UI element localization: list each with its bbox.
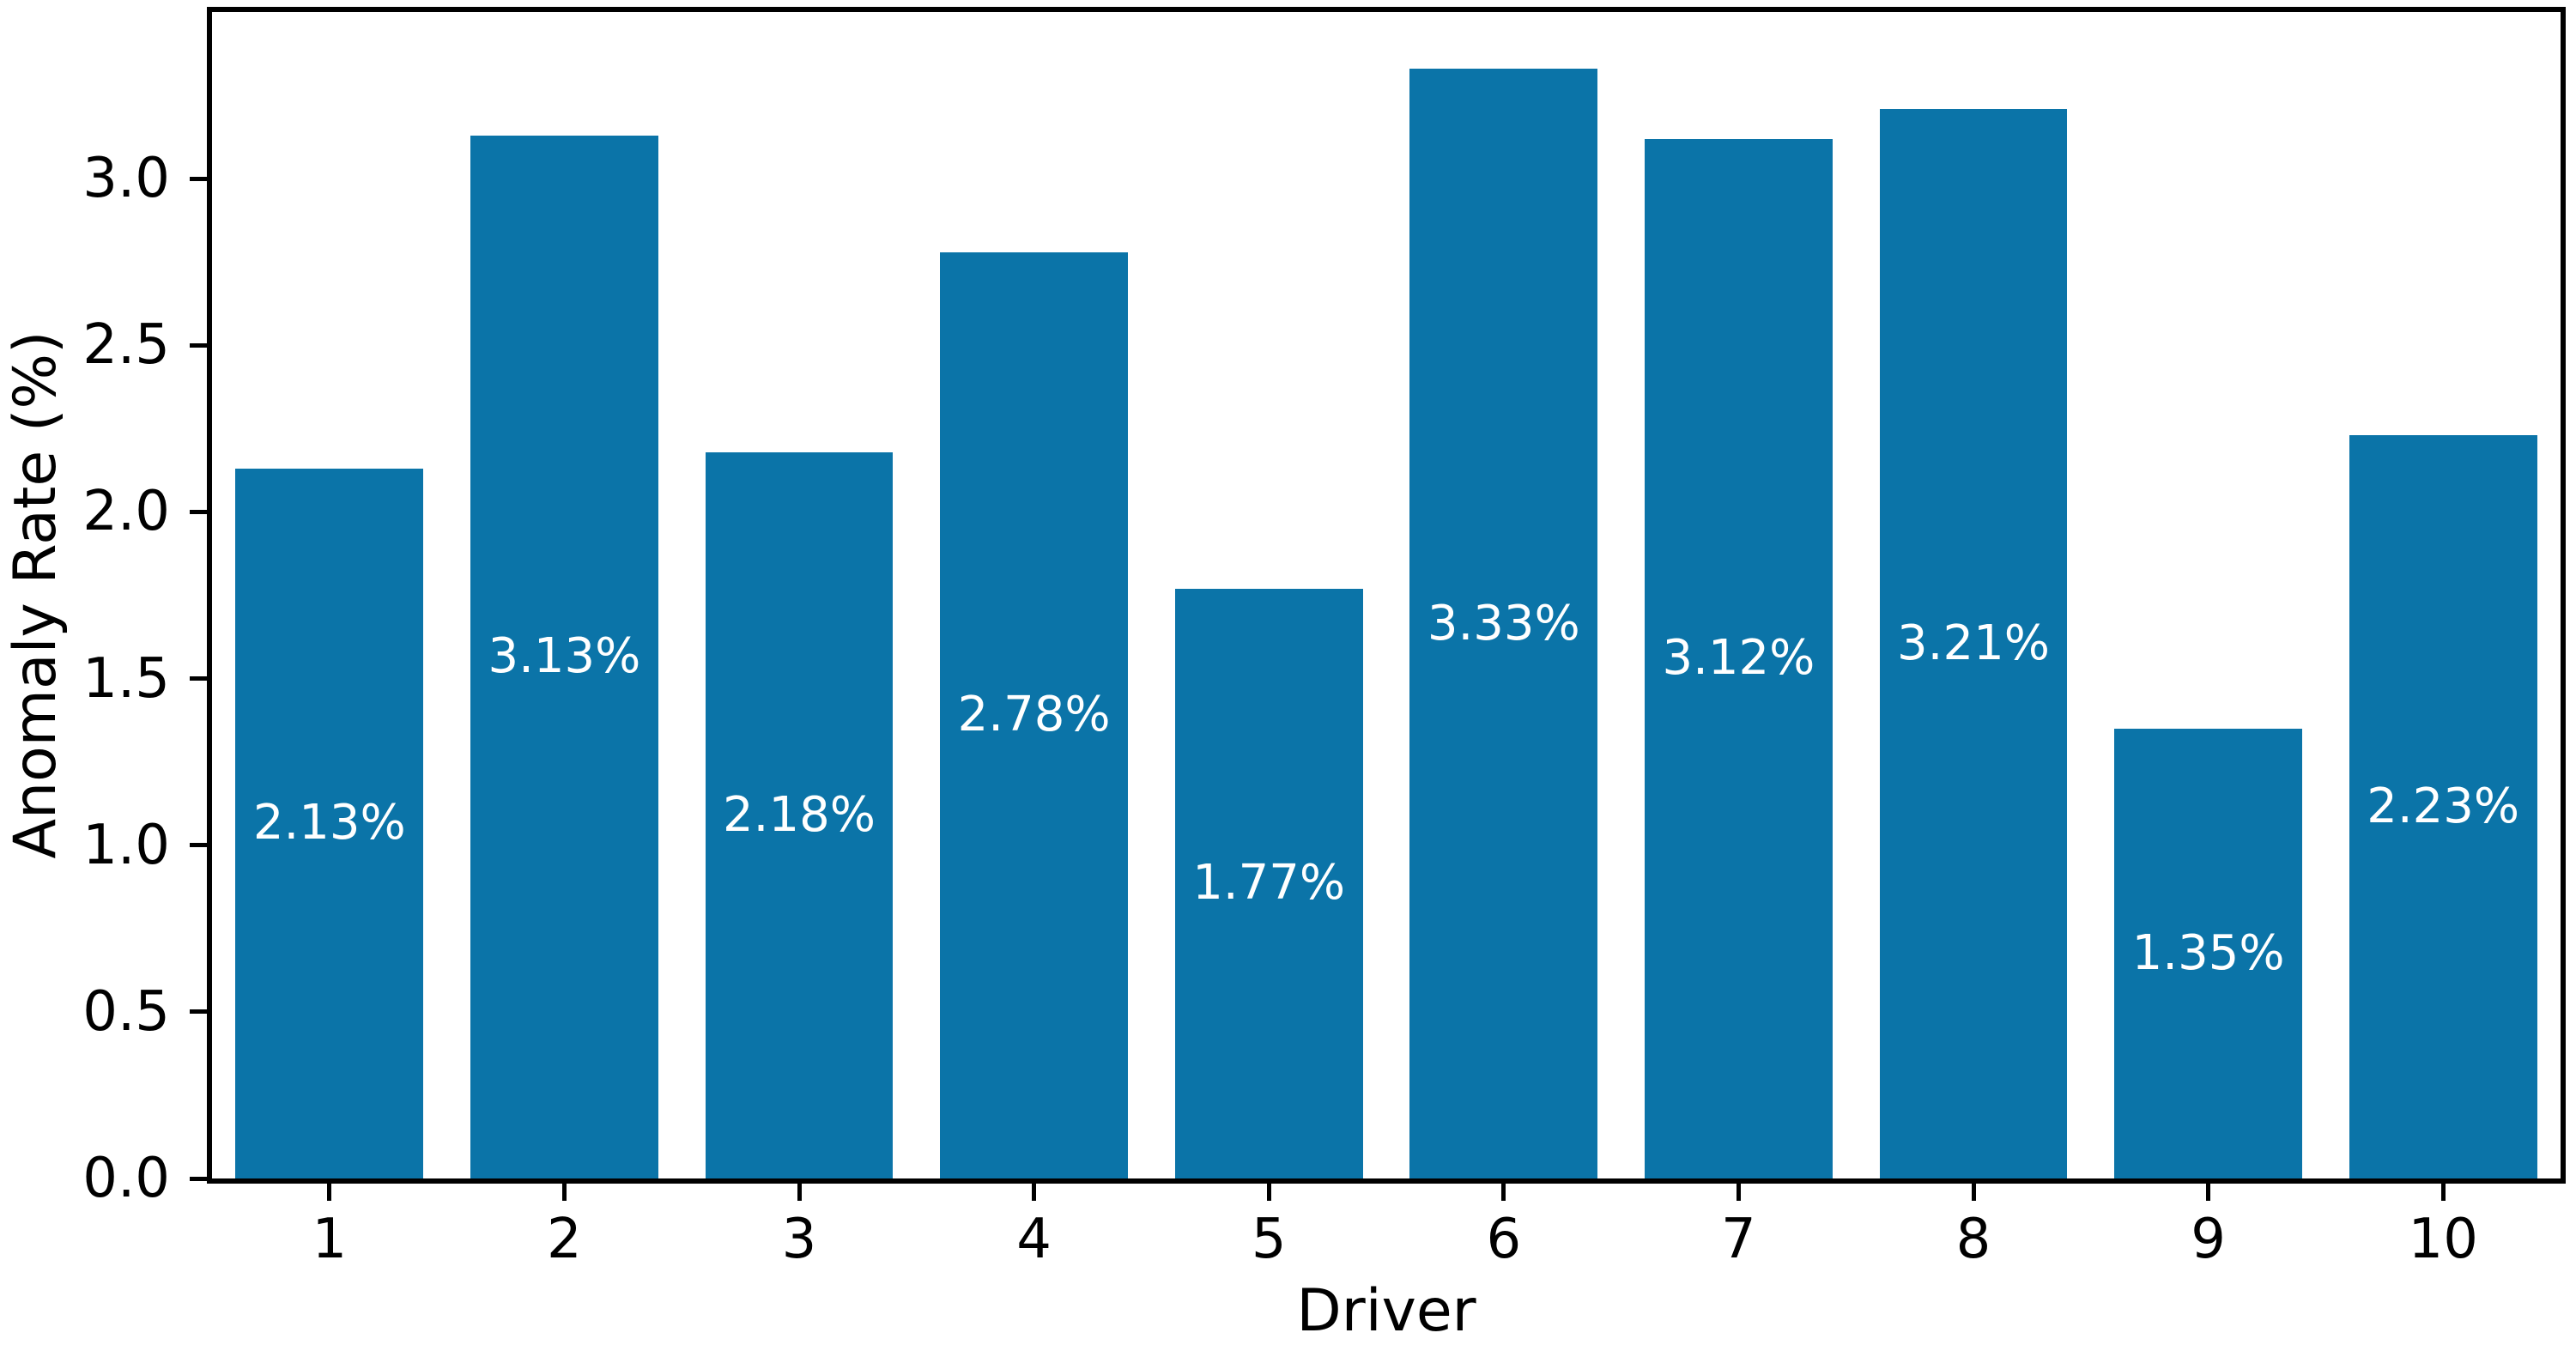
x-tick-mark [327, 1184, 332, 1201]
y-tick-mark [190, 509, 207, 514]
x-tick-mark [1032, 1184, 1037, 1201]
bar [940, 251, 1129, 1178]
bar-value-label: 2.18% [723, 786, 876, 843]
x-tick-mark [1266, 1184, 1271, 1201]
bar [1644, 138, 1833, 1178]
x-tick-label: 4 [1016, 1208, 1052, 1271]
bar [1879, 108, 2068, 1178]
x-tick-mark [1736, 1184, 1741, 1201]
bar [2114, 728, 2303, 1178]
y-tick-label: 2.5 [82, 313, 170, 378]
x-axis-title: Driver [1296, 1277, 1476, 1345]
x-tick-label: 1 [312, 1208, 348, 1271]
y-tick-mark [190, 1176, 207, 1181]
y-tick-mark [190, 176, 207, 181]
bar [705, 451, 894, 1178]
x-tick-label: 8 [1955, 1208, 1991, 1271]
x-tick-mark [1501, 1184, 1506, 1201]
y-tick-label: 1.5 [82, 646, 170, 711]
bar [235, 468, 424, 1178]
bar-value-label: 1.77% [1192, 855, 1346, 912]
x-tick-mark [2440, 1184, 2446, 1201]
x-tick-label: 9 [2191, 1208, 2226, 1271]
x-tick-label: 3 [781, 1208, 817, 1271]
x-tick-label: 2 [547, 1208, 582, 1271]
bar-value-label: 3.12% [1662, 630, 1815, 687]
y-tick-mark [190, 342, 207, 348]
y-tick-label: 3.0 [82, 147, 170, 211]
bar-value-label: 2.13% [252, 795, 406, 851]
bar-value-label: 2.78% [957, 687, 1111, 743]
bar-value-label: 1.35% [2131, 924, 2285, 981]
plot-area [207, 7, 2566, 1184]
x-tick-mark [797, 1184, 802, 1201]
y-tick-label: 1.0 [82, 813, 170, 877]
bar-value-label: 3.21% [1897, 615, 2050, 671]
x-tick-mark [1971, 1184, 1976, 1201]
y-tick-mark [190, 676, 207, 682]
x-tick-mark [2206, 1184, 2211, 1201]
x-tick-mark [561, 1184, 567, 1201]
bar-value-label: 3.33% [1427, 595, 1580, 651]
x-tick-label: 10 [2408, 1208, 2478, 1271]
y-tick-label: 0.0 [82, 1147, 170, 1210]
y-tick-label: 0.5 [82, 979, 170, 1044]
bar-value-label: 3.13% [488, 628, 641, 685]
y-tick-mark [190, 843, 207, 848]
y-tick-mark [190, 1009, 207, 1015]
bar [2349, 435, 2537, 1178]
bar [1409, 69, 1598, 1178]
x-tick-label: 6 [1486, 1208, 1522, 1271]
y-axis-title: Anomaly Rate (%) [2, 330, 70, 859]
y-tick-label: 2.0 [82, 480, 170, 544]
x-tick-label: 5 [1251, 1208, 1287, 1271]
x-tick-label: 7 [1721, 1208, 1756, 1271]
bar-value-label: 2.23% [2367, 778, 2520, 835]
bar [1174, 588, 1363, 1178]
bar [470, 135, 658, 1178]
